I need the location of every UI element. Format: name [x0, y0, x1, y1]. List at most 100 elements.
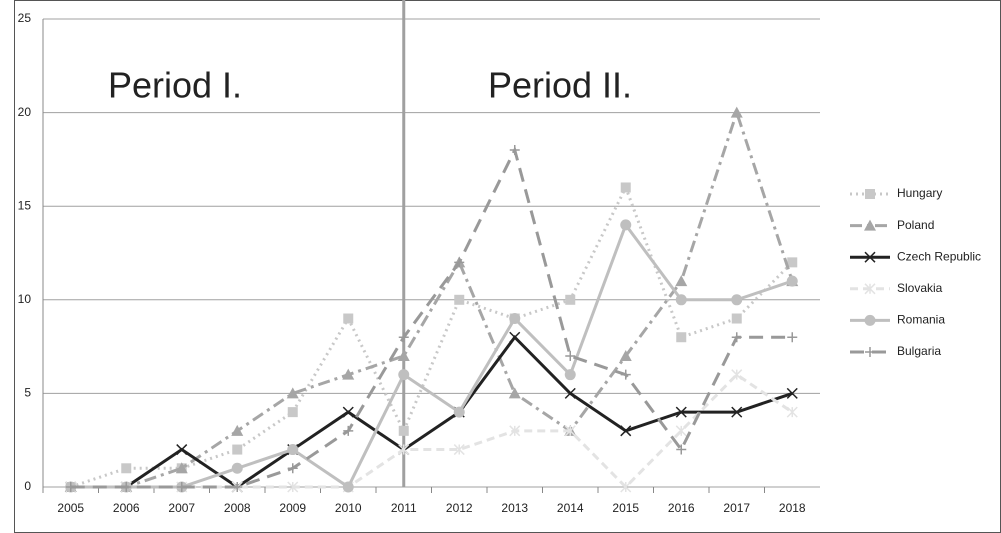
x-tick-label: 2011 [391, 501, 417, 515]
marker [620, 481, 632, 493]
marker [509, 425, 521, 437]
marker [619, 349, 632, 361]
y-tick-label: 10 [18, 292, 32, 306]
marker [565, 350, 576, 361]
legend-label: Romania [897, 313, 945, 327]
marker [864, 314, 876, 326]
marker [509, 145, 520, 156]
marker [231, 462, 243, 474]
marker [398, 425, 409, 436]
marker [865, 189, 875, 199]
y-tick-label: 0 [24, 479, 31, 493]
x-tick-label: 2005 [57, 501, 84, 515]
series-line [70, 334, 793, 489]
marker [287, 444, 299, 456]
marker [620, 182, 631, 193]
series [65, 331, 798, 493]
x-tick-label: 2018 [779, 501, 806, 515]
marker [176, 444, 188, 456]
marker [565, 294, 576, 305]
marker [342, 406, 354, 418]
marker [287, 463, 298, 474]
marker [786, 387, 798, 399]
series-line [70, 145, 793, 489]
marker [676, 444, 687, 455]
marker [864, 219, 876, 231]
legend-label: Slovakia [897, 281, 943, 295]
marker [786, 275, 798, 287]
series [65, 219, 798, 493]
annotation: Period I. [108, 65, 242, 106]
marker [454, 294, 465, 305]
marker [731, 313, 742, 324]
legend-label: Czech Republic [897, 249, 981, 263]
annotation: Period II. [488, 65, 632, 106]
marker [397, 349, 410, 361]
x-tick-label: 2016 [668, 501, 695, 515]
series-line [70, 107, 794, 489]
legend-label: Bulgaria [897, 344, 941, 358]
marker [398, 332, 409, 343]
marker [564, 369, 576, 381]
marker [287, 481, 299, 493]
x-tick-label: 2014 [557, 501, 584, 515]
x-tick-label: 2008 [224, 501, 251, 515]
marker [675, 406, 687, 418]
marker [564, 387, 576, 399]
marker [864, 283, 876, 295]
marker [232, 482, 243, 492]
series [65, 145, 798, 492]
marker [175, 462, 188, 474]
marker [287, 407, 298, 418]
marker [620, 425, 632, 437]
marker [786, 406, 798, 418]
marker [453, 444, 465, 456]
x-tick-label: 2012 [446, 501, 473, 515]
marker [286, 387, 299, 399]
marker [787, 332, 798, 343]
y-tick-label: 5 [24, 386, 31, 400]
legend-label: Poland [897, 218, 934, 232]
marker [564, 425, 576, 437]
marker [675, 425, 687, 437]
marker [508, 387, 521, 399]
marker [731, 369, 743, 381]
series-line [70, 221, 793, 490]
y-tick-label: 20 [18, 105, 32, 119]
x-tick-label: 2017 [723, 501, 750, 515]
marker [509, 331, 521, 343]
marker [730, 106, 743, 118]
x-tick-label: 2009 [279, 501, 306, 515]
x-tick-label: 2007 [168, 501, 195, 515]
marker [787, 257, 798, 268]
series-line [70, 183, 794, 489]
series [65, 182, 798, 492]
marker [398, 369, 410, 381]
marker [509, 313, 521, 325]
marker [343, 313, 354, 324]
marker [731, 406, 743, 418]
marker [121, 482, 132, 492]
marker [65, 482, 76, 492]
marker [453, 406, 465, 418]
marker [731, 332, 742, 343]
marker [232, 444, 243, 455]
marker [620, 369, 631, 380]
marker [454, 257, 465, 268]
marker [675, 275, 688, 287]
marker [620, 219, 632, 231]
x-tick-label: 2006 [113, 501, 140, 515]
marker [342, 368, 355, 380]
marker [343, 425, 354, 436]
legend-label: Hungary [897, 186, 942, 200]
marker [176, 482, 187, 492]
marker [865, 347, 875, 357]
x-tick-label: 2010 [335, 501, 362, 515]
marker [864, 251, 876, 263]
marker [342, 481, 354, 493]
marker [121, 463, 132, 474]
marker [675, 294, 687, 306]
y-tick-label: 25 [18, 11, 32, 25]
series [64, 106, 799, 492]
marker [676, 332, 687, 343]
